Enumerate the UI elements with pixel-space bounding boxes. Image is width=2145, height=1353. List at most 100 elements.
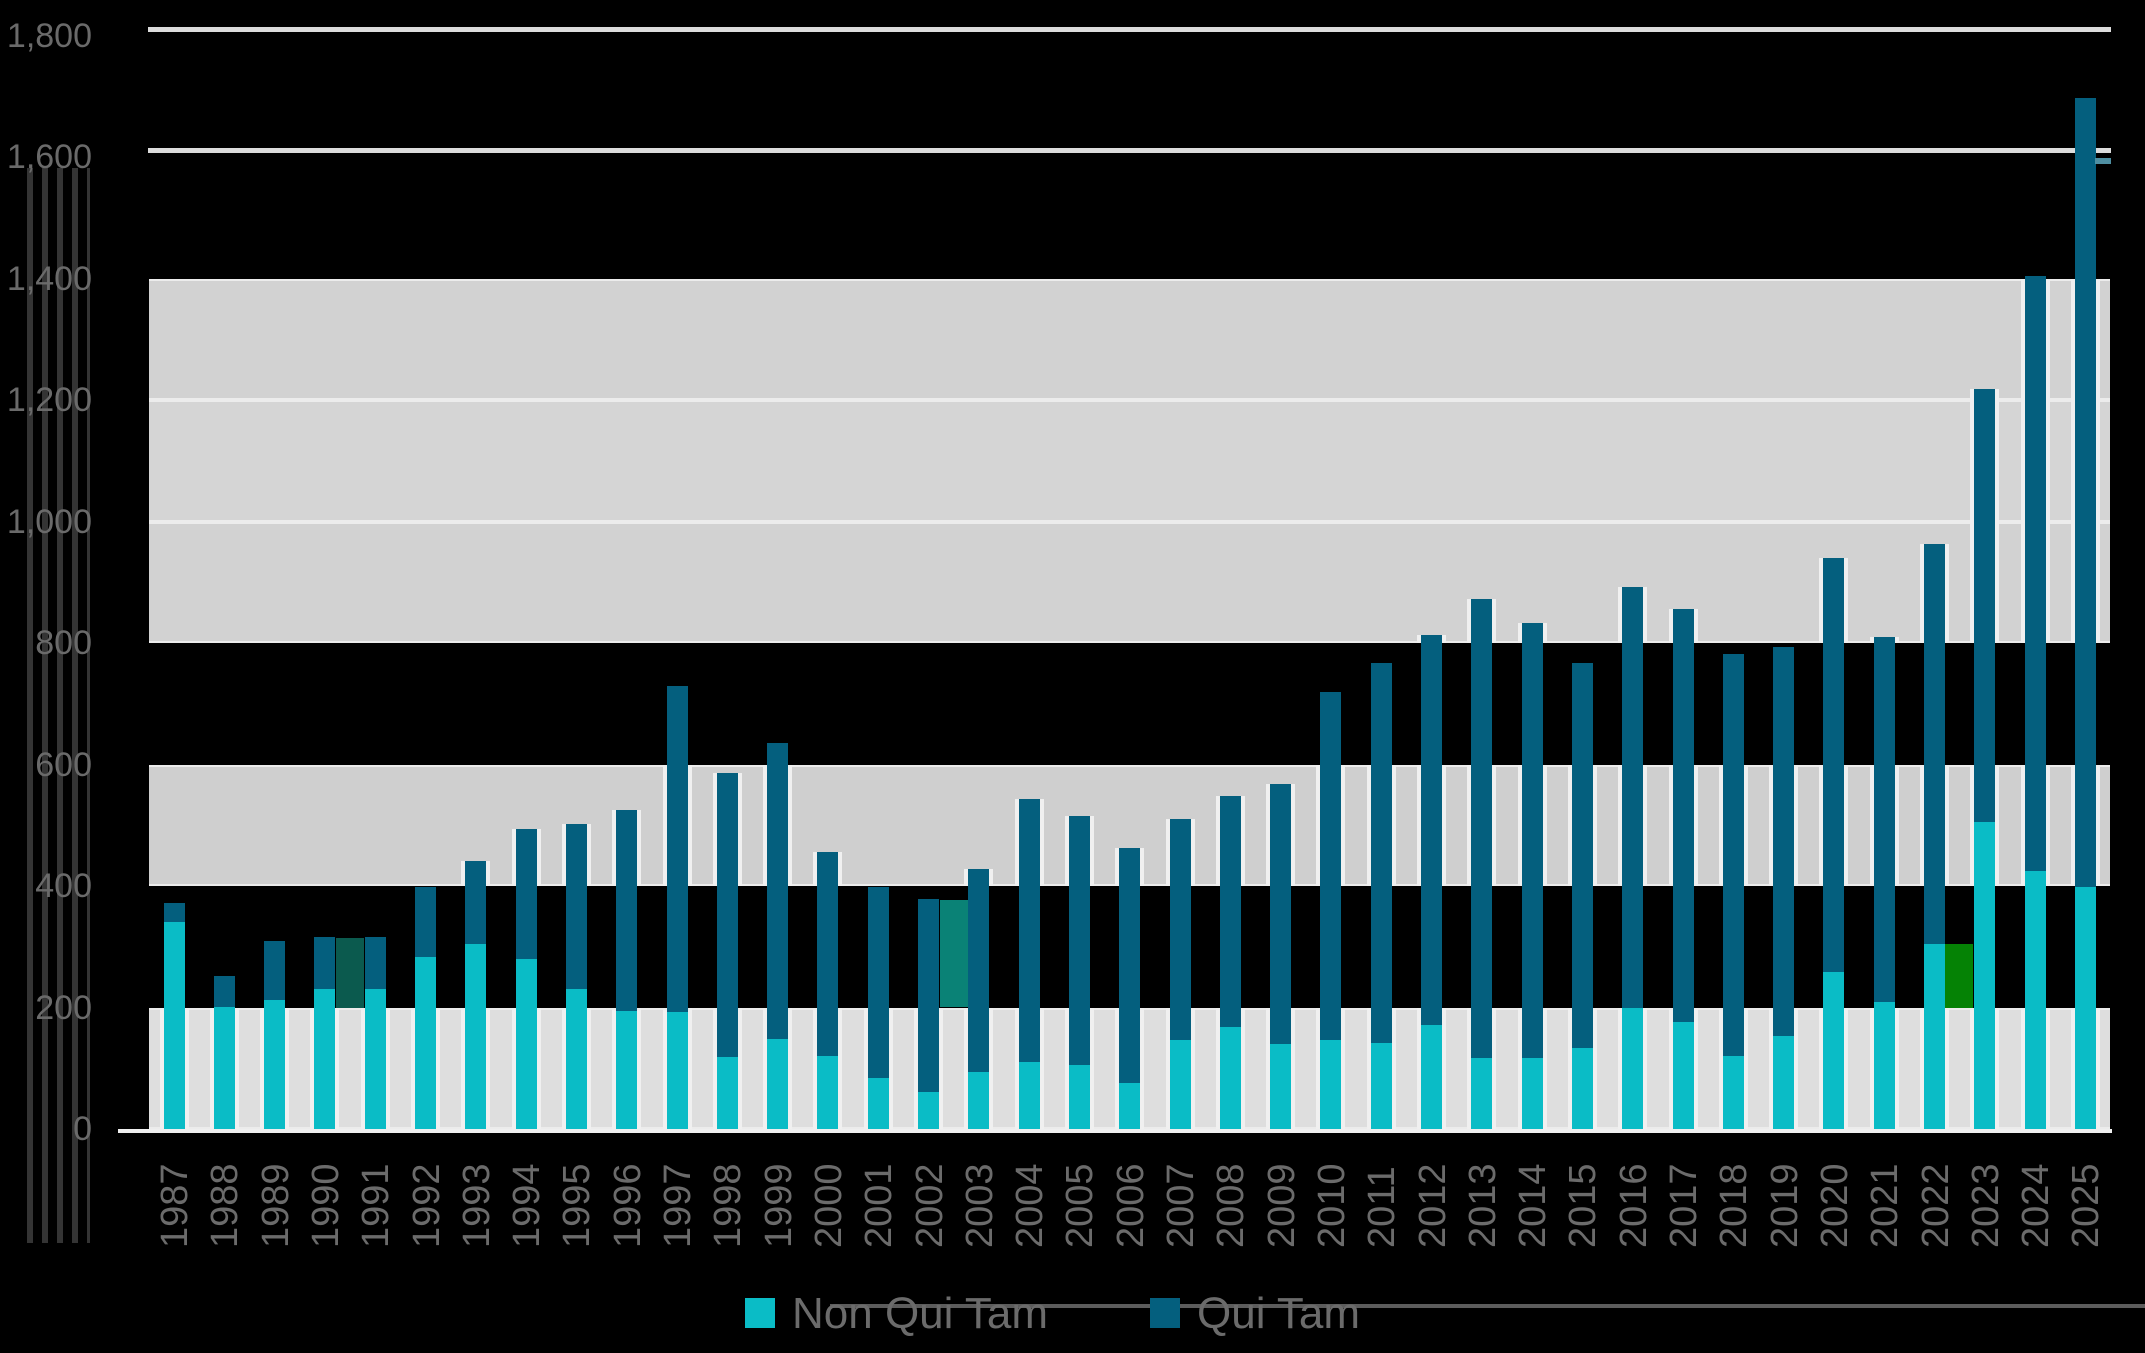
artifact-green-block-2022 (1945, 944, 1973, 1008)
band-800-1000 (149, 521, 2110, 644)
x-tick-label-1995: 1995 (556, 1163, 599, 1248)
bar-segment-qui-tam-1988 (213, 975, 235, 1007)
band-1000-1200 (149, 400, 2110, 522)
bar-segment-non-qui-tam-1996 (616, 1011, 638, 1129)
y-tick-label-1800: 1,800 (6, 17, 92, 55)
x-tick-label-2020: 2020 (1813, 1163, 1856, 1248)
x-tick-label-2023: 2023 (1964, 1163, 2007, 1248)
x-tick-label-1990: 1990 (304, 1163, 347, 1248)
bar-segment-qui-tam-2022 (1924, 543, 1945, 945)
bar-segment-non-qui-tam-2018 (1722, 1056, 1744, 1129)
bar-segment-qui-tam-1991 (364, 937, 386, 990)
bar-segment-qui-tam-1987 (163, 903, 185, 922)
x-tick-label-2019: 2019 (1763, 1163, 1806, 1248)
artifact-green-block-1991 (336, 938, 364, 1008)
artifact-stray-legend-line (830, 1304, 2145, 1308)
x-tick-label-2008: 2008 (1210, 1163, 1253, 1248)
bar-segment-non-qui-tam-2022 (1924, 944, 1945, 1129)
legend-swatch-qui-tam (1150, 1298, 1180, 1328)
bar-segment-qui-tam-2016 (1622, 586, 1644, 1008)
bar-segment-non-qui-tam-1999 (767, 1039, 789, 1129)
bar-segment-non-qui-tam-2013 (1471, 1057, 1493, 1129)
x-tick-label-2000: 2000 (807, 1163, 850, 1248)
bar-segment-qui-tam-2004 (1018, 798, 1040, 1063)
bar-segment-non-qui-tam-1998 (716, 1057, 738, 1129)
bar-segment-qui-tam-2007 (1169, 818, 1191, 1041)
bar-segment-qui-tam-2009 (1270, 784, 1292, 1044)
bar-segment-qui-tam-2008 (1219, 796, 1241, 1027)
gridline-1800 (148, 27, 2111, 32)
bar-segment-qui-tam-1990 (314, 937, 336, 990)
x-tick-label-1997: 1997 (657, 1163, 699, 1248)
bar-segment-qui-tam-1993 (465, 861, 487, 945)
x-tick-label-1988: 1988 (204, 1163, 247, 1248)
bar-segment-qui-tam-1989 (264, 941, 286, 1001)
bar-segment-qui-tam-2024 (2024, 275, 2046, 871)
legend-swatch-non-qui-tam (745, 1298, 775, 1328)
bar-segment-qui-tam-2001 (867, 887, 889, 1078)
bar-segment-qui-tam-1997 (666, 685, 688, 1013)
bar-segment-non-qui-tam-2001 (867, 1077, 889, 1129)
bar-segment-non-qui-tam-2010 (1320, 1039, 1342, 1129)
y-tick-label-800: 800 (35, 624, 92, 663)
x-tick-label-1991: 1991 (355, 1163, 398, 1248)
bar-segment-qui-tam-2019 (1773, 647, 1795, 1037)
bar-segment-non-qui-tam-2025 (2074, 887, 2096, 1129)
bar-segment-non-qui-tam-2017 (1672, 1021, 1694, 1129)
x-tick-label-2004: 2004 (1009, 1163, 1052, 1248)
glitch-streaks (18, 168, 90, 1243)
bar-segment-non-qui-tam-1989 (264, 1000, 286, 1129)
bar-segment-non-qui-tam-2000 (817, 1056, 839, 1129)
bar-segment-non-qui-tam-2008 (1219, 1026, 1241, 1129)
bar-segment-non-qui-tam-1991 (364, 989, 386, 1129)
bar-segment-non-qui-tam-1988 (213, 1006, 235, 1129)
bar-segment-qui-tam-2015 (1571, 663, 1593, 1049)
bar-segment-qui-tam-2023 (1974, 389, 1996, 823)
y-tick-label-1600: 1,600 (6, 138, 92, 177)
bar-segment-qui-tam-2012 (1421, 635, 1442, 1026)
legend-label-qui-tam: Qui Tam (1197, 1289, 1361, 1338)
bar-segment-non-qui-tam-2019 (1773, 1036, 1795, 1129)
bar-segment-non-qui-tam-2023 (1974, 822, 1996, 1129)
bar-segment-non-qui-tam-2012 (1421, 1025, 1442, 1129)
x-tick-label-2024: 2024 (2015, 1163, 2058, 1248)
bar-segment-qui-tam-2013 (1471, 598, 1493, 1058)
x-tick-label-2012: 2012 (1411, 1163, 1454, 1248)
bar-segment-qui-tam-2020 (1823, 557, 1845, 973)
y-tick-label-1200: 1,200 (6, 381, 92, 420)
bar-segment-non-qui-tam-2009 (1270, 1043, 1292, 1129)
x-tick-label-2011: 2011 (1361, 1166, 1404, 1248)
bar-segment-non-qui-tam-2024 (2024, 870, 2046, 1129)
x-tick-label-2010: 2010 (1310, 1163, 1353, 1248)
x-tick-label-1999: 1999 (757, 1163, 800, 1248)
x-tick-label-1993: 1993 (455, 1163, 498, 1248)
x-tick-label-2006: 2006 (1109, 1163, 1152, 1248)
bar-segment-non-qui-tam-1987 (163, 921, 185, 1129)
bar-segment-qui-tam-1996 (616, 809, 638, 1012)
bar-segment-qui-tam-1992 (415, 887, 436, 958)
x-tick-label-2007: 2007 (1160, 1163, 1202, 1248)
bar-segment-qui-tam-2005 (1068, 816, 1090, 1066)
x-tick-label-2021: 2021 (1864, 1163, 1907, 1248)
bar-segment-non-qui-tam-2016 (1622, 1007, 1644, 1129)
bar-segment-qui-tam-2003 (968, 869, 990, 1072)
bar-segment-non-qui-tam-1992 (415, 957, 436, 1129)
x-tick-label-1998: 1998 (707, 1163, 750, 1248)
bar-segment-non-qui-tam-1997 (666, 1012, 688, 1129)
bar-segment-qui-tam-1998 (716, 772, 738, 1058)
bar-segment-qui-tam-1999 (767, 743, 789, 1040)
x-tick-label-2013: 2013 (1461, 1163, 1504, 1248)
bar-segment-non-qui-tam-2006 (1119, 1082, 1141, 1129)
bar-segment-qui-tam-2018 (1722, 653, 1744, 1057)
x-tick-label-1989: 1989 (254, 1163, 297, 1248)
x-tick-label-2009: 2009 (1260, 1163, 1303, 1248)
x-tick-label-1994: 1994 (506, 1163, 549, 1248)
x-tick-label-2015: 2015 (1562, 1163, 1605, 1248)
bar-segment-non-qui-tam-1995 (565, 989, 587, 1129)
x-tick-label-2022: 2022 (1914, 1163, 1957, 1248)
x-tick-label-2001: 2001 (858, 1163, 901, 1248)
x-tick-label-2018: 2018 (1713, 1163, 1756, 1248)
x-tick-label-1992: 1992 (405, 1163, 448, 1248)
y-tick-label-1400: 1,400 (6, 259, 92, 298)
